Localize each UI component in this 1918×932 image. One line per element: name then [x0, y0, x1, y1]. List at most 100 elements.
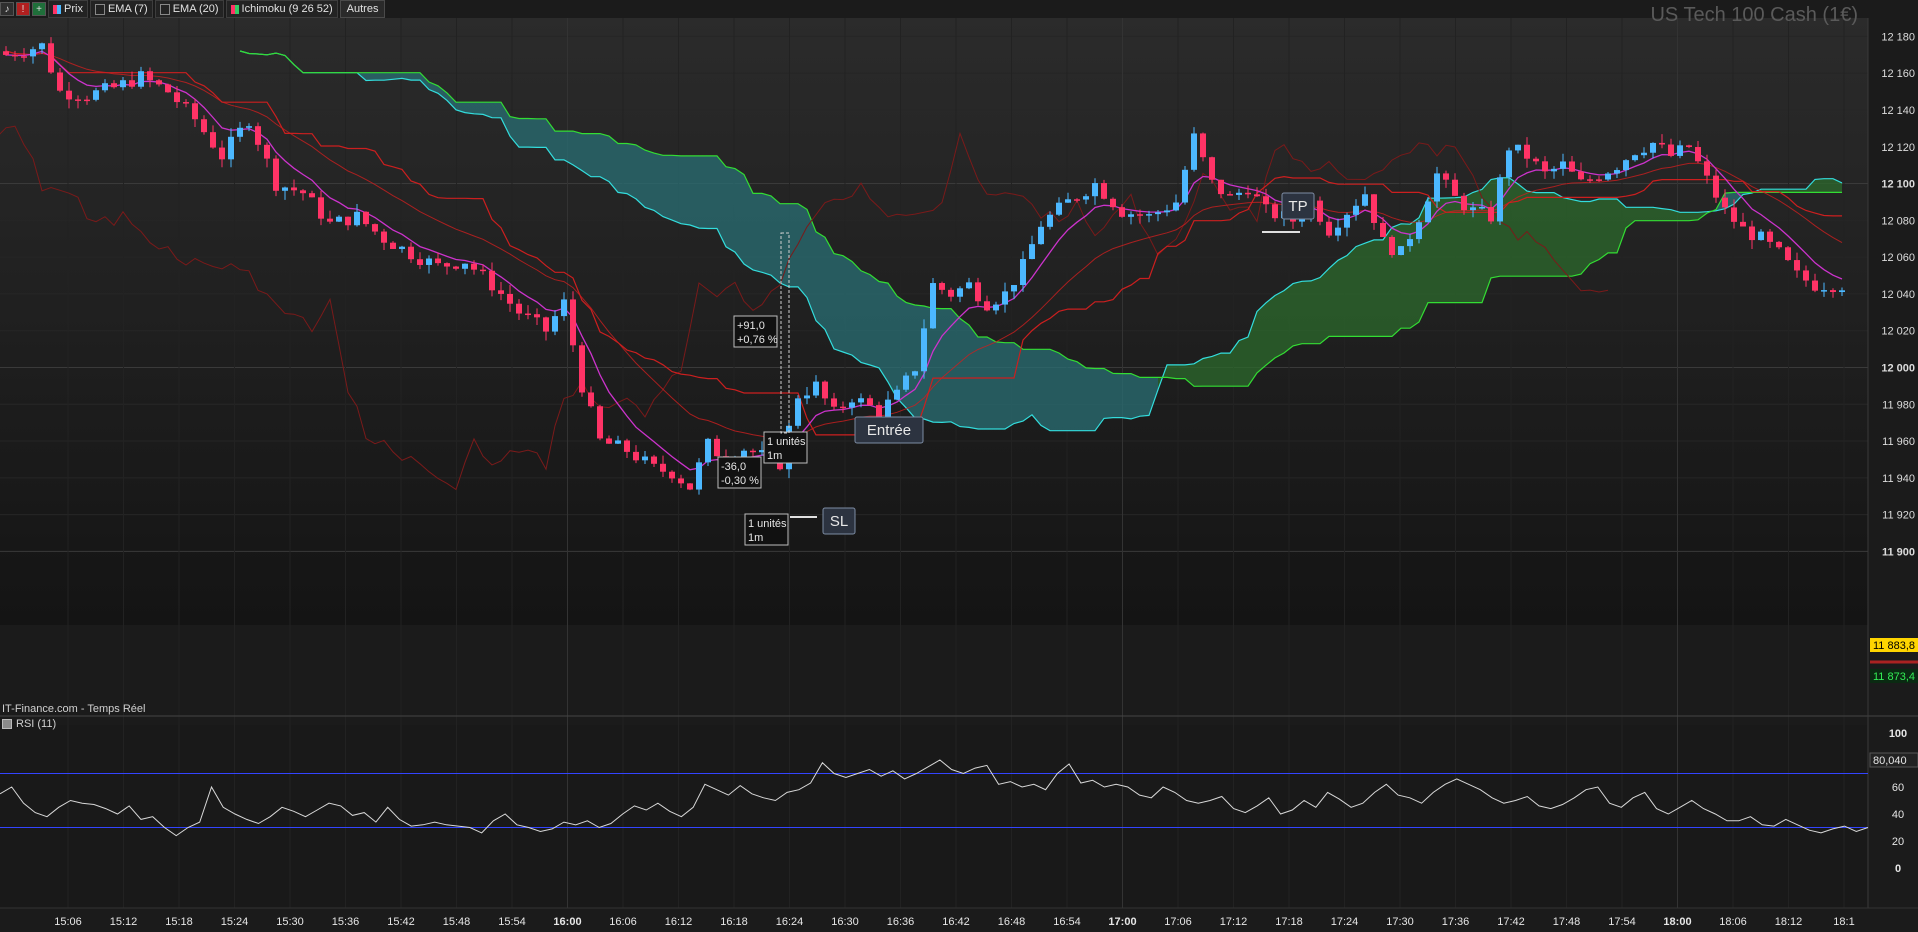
- candle-body: [30, 49, 36, 57]
- candle-body: [309, 193, 315, 198]
- indicator-ichimoku-toggle[interactable]: Ichimoku (9 26 52): [225, 0, 338, 18]
- candle-body: [1812, 280, 1818, 291]
- candle-body: [1542, 161, 1548, 172]
- ichimoku-cloud-segment: [519, 118, 528, 148]
- alert-icon[interactable]: !: [16, 2, 30, 16]
- candle-body: [453, 266, 459, 269]
- rsi-value-tag: [1869, 752, 1918, 768]
- ichimoku-cloud-segment: [1356, 243, 1365, 337]
- trade-entry-info-line1: 1 unités: [767, 436, 806, 448]
- ema20-color-swatch: [159, 3, 170, 15]
- ichimoku-cloud-segment: [717, 155, 726, 247]
- ichimoku-cloud-segment: [501, 102, 510, 137]
- candle-body: [1569, 161, 1575, 172]
- x-tick-label: 17:24: [1331, 916, 1359, 928]
- y-tick-label: 11 980: [1882, 399, 1915, 411]
- candle-body: [1218, 179, 1224, 195]
- candle-body: [435, 258, 441, 264]
- y-tick-label: 11 960: [1882, 436, 1915, 448]
- senkou-span-b-line: [239, 50, 1842, 387]
- ichimoku-cloud-segment: [1167, 364, 1176, 379]
- candle-body: [1650, 142, 1656, 153]
- rsi-line: [0, 759, 1869, 837]
- candle-body: [822, 381, 828, 399]
- ichimoku-cloud-segment: [1005, 342, 1014, 429]
- ichimoku-cloud-segment: [618, 143, 627, 194]
- rsi-panel-label[interactable]: RSI (11): [2, 718, 56, 730]
- candle-body: [1578, 171, 1584, 180]
- candle-body: [57, 72, 63, 91]
- bell-icon[interactable]: ♪: [0, 2, 14, 16]
- ichimoku-cloud-segment: [987, 337, 996, 429]
- indicator-ema7-toggle[interactable]: EMA (7): [89, 0, 153, 18]
- more-indicators-button[interactable]: Autres: [339, 0, 386, 18]
- candle-body: [750, 450, 756, 453]
- candle-body: [336, 216, 342, 222]
- ichimoku-cloud-segment: [1032, 349, 1041, 426]
- candle-body: [1254, 194, 1260, 197]
- y-tick-label: 12 060: [1881, 252, 1915, 264]
- ichimoku-cloud-segment: [1779, 189, 1788, 193]
- ichimoku-cloud-segment: [429, 82, 438, 94]
- ema20-line: [5, 52, 1843, 442]
- indicator-toolbar: ♪ ! + Prix EMA (7) EMA (20) Ichimoku (9 …: [0, 0, 386, 18]
- trade-entry-info-line2: 1m: [767, 450, 782, 462]
- candle-body: [129, 80, 135, 87]
- x-tick-label: 16:24: [776, 916, 804, 928]
- candle-body: [291, 187, 297, 191]
- ichimoku-cloud-segment: [483, 102, 492, 118]
- ichimoku-cloud-segment: [1572, 199, 1581, 277]
- candle-body: [219, 147, 225, 160]
- candle-body: [1461, 195, 1467, 211]
- indicator-ema20-toggle[interactable]: EMA (20): [154, 0, 224, 18]
- ichimoku-cloud-segment: [555, 131, 564, 160]
- candle-body: [120, 80, 126, 88]
- x-tick-label: 18:06: [1719, 916, 1747, 928]
- y-tick-label: 12 140: [1881, 105, 1915, 117]
- candle-body: [687, 483, 693, 490]
- chart-add-icon[interactable]: +: [32, 2, 46, 16]
- ichimoku-cloud-segment: [1266, 295, 1275, 366]
- indicator-price-toggle[interactable]: Prix: [48, 0, 88, 18]
- trade-exit-info-line2: 1m: [748, 532, 763, 544]
- ichimoku-cloud-segment: [564, 131, 573, 165]
- rsi-y-tick-label: 40: [1892, 809, 1904, 821]
- ichimoku-color-swatch: [230, 4, 239, 14]
- y-tick-label: 12 000: [1881, 362, 1915, 374]
- candle-body: [543, 317, 549, 332]
- rsi-toggle-icon[interactable]: [2, 719, 12, 729]
- ichimoku-cloud-segment: [1050, 349, 1059, 431]
- ichimoku-cloud-segment: [672, 155, 681, 224]
- ichimoku-cloud-segment: [1311, 277, 1320, 344]
- candle-body: [1353, 205, 1359, 215]
- x-tick-label: 17:42: [1497, 916, 1525, 928]
- ichimoku-cloud-segment: [690, 155, 699, 229]
- ichimoku-cloud-segment: [645, 150, 654, 211]
- candle-body: [1200, 133, 1206, 158]
- candle-body: [1182, 169, 1188, 203]
- candle-body: [606, 438, 612, 444]
- candle-body: [48, 43, 54, 73]
- ichimoku-cloud-segment: [1437, 198, 1446, 303]
- ichimoku-cloud-segment: [1527, 191, 1536, 277]
- indicator-price-label: Prix: [64, 3, 83, 15]
- ichimoku-cloud-segment: [1104, 368, 1113, 419]
- tp-marker-label: TP: [1288, 198, 1307, 215]
- ichimoku-cloud-segment: [1797, 189, 1806, 193]
- entry-marker-box: [854, 416, 924, 444]
- ichimoku-cloud-segment: [1230, 340, 1239, 387]
- candle-body: [66, 90, 72, 100]
- candle-body: [390, 242, 396, 249]
- ichimoku-cloud-segment: [1689, 212, 1698, 221]
- y-tick-label: 12 080: [1881, 215, 1915, 227]
- candle-body: [1164, 210, 1170, 213]
- ichimoku-cloud-segment: [843, 255, 852, 356]
- ichimoku-cloud-segment: [582, 133, 591, 177]
- x-tick-label: 17:18: [1275, 916, 1303, 928]
- candle-body: [939, 283, 945, 290]
- candle-body: [1119, 207, 1125, 217]
- candle-body: [867, 398, 873, 406]
- indicator-ichimoku-label: Ichimoku (9 26 52): [241, 3, 333, 15]
- ichimoku-cloud-segment: [1815, 178, 1824, 193]
